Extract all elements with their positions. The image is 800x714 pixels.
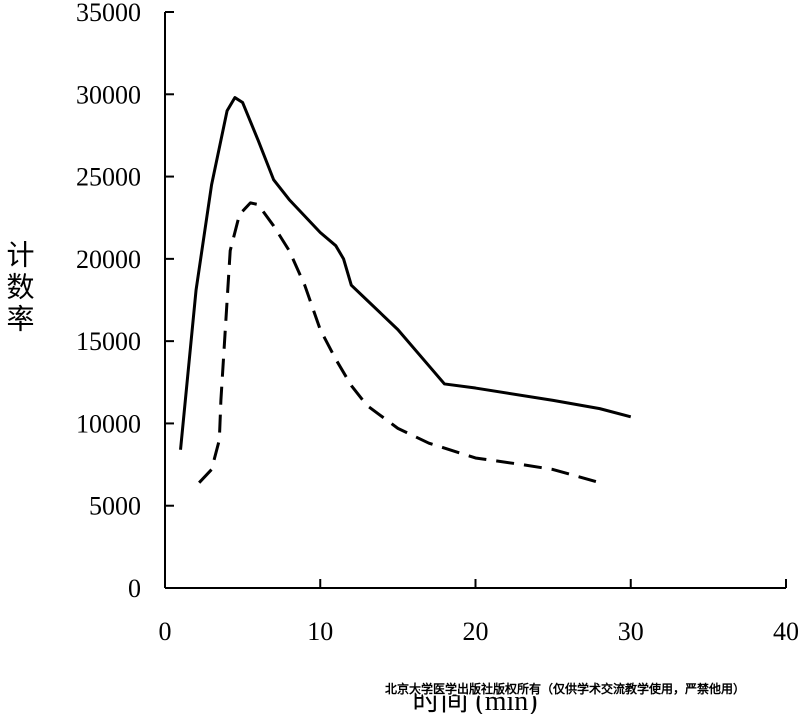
x-tick-label: 30 xyxy=(618,617,644,646)
x-tick-label: 10 xyxy=(307,617,333,646)
y-tick-label: 25000 xyxy=(76,163,141,192)
x-tick-label: 40 xyxy=(773,617,799,646)
x-axis-label: 时间 (min) xyxy=(412,685,537,714)
y-tick-label: 0 xyxy=(128,574,141,603)
y-tick-label: 10000 xyxy=(76,409,141,438)
y-tick-label: 20000 xyxy=(76,245,141,274)
watermark: 北京大学医学出版社版权所有（仅供学术交流教学使用，严禁他用） xyxy=(385,681,745,696)
y-tick-label: 35000 xyxy=(76,0,141,27)
x-tick-label: 0 xyxy=(159,617,172,646)
y-tick-label: 5000 xyxy=(89,492,141,521)
line-series xyxy=(198,201,601,485)
y-axis-label: 计数率 xyxy=(3,240,34,336)
line-series xyxy=(179,96,632,450)
x-tick-label: 20 xyxy=(463,617,489,646)
y-tick-label: 30000 xyxy=(76,80,141,109)
y-tick-label: 15000 xyxy=(76,327,141,356)
